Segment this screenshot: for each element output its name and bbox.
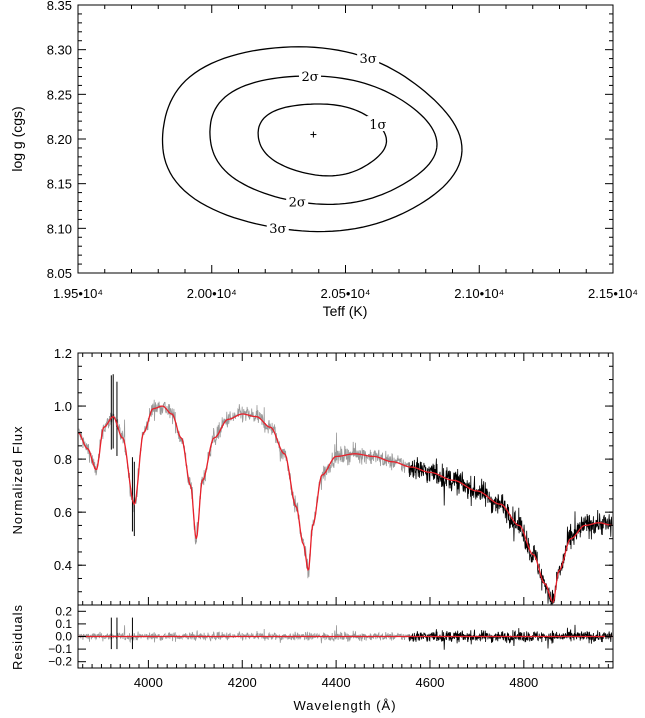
spectrum-y-tick-label: 0.6 <box>54 505 72 520</box>
residuals-x-axis-label: Wavelength (Å) <box>293 698 396 713</box>
residuals-x-tick-label: 4600 <box>416 675 445 690</box>
spectrum-y-tick-label: 1.2 <box>54 346 72 361</box>
contour-y-axis-label: log g (cgs) <box>9 106 25 171</box>
residuals-x-tick-label: 4200 <box>228 675 257 690</box>
residuals-red <box>408 624 613 650</box>
contour-y-ticks: 8.05 8.10 8.15 8.20 8.25 8.30 8.35 <box>47 0 613 281</box>
spectrum-panel: 0.4 0.6 0.8 1.0 1.2 Normalized Flux <box>10 346 614 606</box>
contour-label: 3σ <box>360 52 377 67</box>
contour-label-mask <box>286 193 309 209</box>
observed-spectrum-blue <box>78 399 410 579</box>
residuals-data <box>78 617 613 650</box>
contour-label-mask <box>357 50 380 66</box>
contour-y-tick-label: 8.05 <box>47 266 72 281</box>
residuals-x-tick-label: 4000 <box>134 675 163 690</box>
contour-panel: 1.95•10⁴ 2.00•10⁴ 2.05•10⁴ 2.10•10⁴ 2.15•10⁴… <box>9 0 638 319</box>
contour-plot-frame <box>77 4 614 274</box>
contour-x-tick-label: 1.95•10⁴ <box>53 286 103 301</box>
contour-line-3sigma <box>161 46 463 233</box>
contour-x-tick-label: 2.05•10⁴ <box>321 286 371 301</box>
contour-label: 2σ <box>301 70 318 85</box>
spectrum-data <box>78 374 613 606</box>
residuals-panel: −0.2−0.10.00.10.2 4000 4200 4400 4600 4800 Wa… <box>10 604 614 713</box>
residuals-ticks: −0.2−0.10.00.10.2 4000 4200 4400 4600 4800 <box>48 604 613 690</box>
contour-x-ticks: 1.95•10⁴ 2.00•10⁴ 2.05•10⁴ 2.10•10⁴ 2.15•10⁴ <box>53 5 638 301</box>
contour-y-tick-label: 8.30 <box>47 43 72 58</box>
residuals-y-axis-label: Residuals <box>10 604 25 670</box>
residuals-y-tick-label: 0.2 <box>55 604 72 618</box>
spectrum-y-tick-label: 0.4 <box>54 558 72 573</box>
contour-y-tick-label: 8.15 <box>47 177 72 192</box>
spectrum-plot-frame <box>77 352 614 606</box>
contour-line-1sigma <box>257 103 388 177</box>
contour-x-tick-label: 2.00•10⁴ <box>187 286 237 301</box>
residuals-y-tick-label: 0.0 <box>55 630 72 644</box>
spectrum-y-axis-label: Normalized Flux <box>10 426 25 535</box>
contour-y-tick-label: 8.35 <box>47 0 72 13</box>
contour-label-mask <box>299 67 322 83</box>
residuals-blue <box>78 625 410 644</box>
contour-y-tick-label: 8.10 <box>47 221 72 236</box>
contour-x-tick-label: 2.15•10⁴ <box>588 286 638 301</box>
contour-line-2sigma <box>209 75 438 206</box>
spectrum-y-tick-label: 1.0 <box>54 399 72 414</box>
residuals-x-tick-label: 4800 <box>509 675 538 690</box>
contour-label: 3σ <box>269 222 286 237</box>
contour-label: 1σ <box>369 118 386 133</box>
contour-label-mask <box>266 220 289 236</box>
spectrum-y-tick-label: 0.8 <box>54 452 72 467</box>
contour-x-axis-label: Teff (K) <box>323 303 368 319</box>
residuals-y-tick-label: −0.1 <box>48 642 72 656</box>
contour-label-mask <box>366 116 389 132</box>
residuals-y-tick-label: 0.1 <box>55 617 72 631</box>
contour-label: 2σ <box>289 196 306 211</box>
model-fit-line <box>78 405 613 604</box>
observed-spectrum-red <box>408 457 613 606</box>
residuals-x-tick-label: 4400 <box>322 675 351 690</box>
contour-y-tick-label: 8.25 <box>47 87 72 102</box>
contour-y-tick-label: 8.20 <box>47 132 72 147</box>
residuals-y-tick-label: −0.2 <box>48 655 72 669</box>
contour-x-tick-label: 2.10•10⁴ <box>454 286 504 301</box>
spectrum-ticks: 0.4 0.6 0.8 1.0 1.2 <box>54 346 613 605</box>
